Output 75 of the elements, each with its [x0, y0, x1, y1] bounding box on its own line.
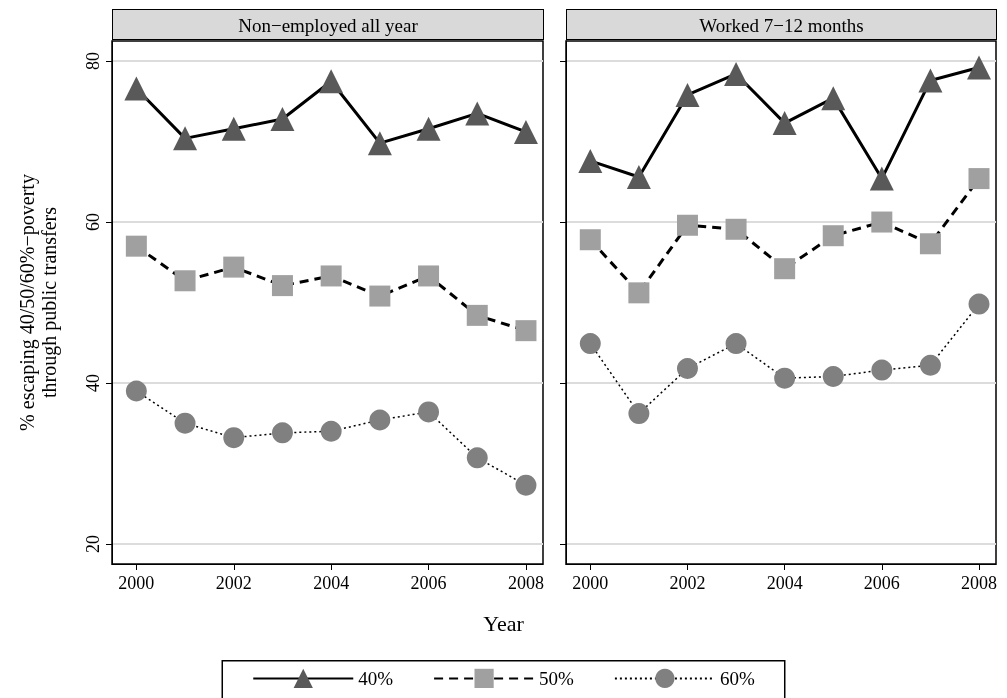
y-tick-label: 60 [83, 213, 103, 232]
x-tick-label: 2002 [669, 573, 706, 593]
legend-label: 50% [539, 667, 575, 689]
legend-label: 60% [719, 667, 755, 689]
point [271, 275, 293, 297]
point [774, 367, 796, 389]
point [676, 214, 698, 236]
point [515, 474, 537, 496]
point [223, 427, 245, 449]
point [124, 76, 149, 101]
point [628, 403, 650, 425]
point [270, 107, 295, 132]
x-tick-label: 2008 [960, 573, 997, 593]
x-tick-label: 2006 [410, 573, 447, 593]
point [221, 116, 246, 141]
x-tick-label: 2006 [863, 573, 900, 593]
point [579, 229, 601, 251]
x-tick-label: 2008 [507, 573, 544, 593]
x-tick-label: 2000 [118, 573, 155, 593]
point [821, 86, 846, 111]
point [125, 380, 147, 402]
point [871, 359, 893, 381]
point [578, 148, 603, 173]
point [676, 357, 698, 379]
point [223, 256, 245, 278]
point [173, 126, 198, 151]
point [724, 61, 749, 86]
point [822, 225, 844, 247]
point [125, 235, 147, 257]
point [918, 68, 943, 93]
y-tick-label: 40 [83, 373, 103, 392]
x-axis-title: Year [483, 610, 525, 636]
point [320, 420, 342, 442]
point [968, 168, 990, 190]
point [628, 282, 650, 304]
x-tick-label: 2004 [313, 573, 350, 593]
legend-label: 40% [358, 667, 394, 689]
chart-title: Worked 7−12 months [566, 9, 997, 40]
point [271, 422, 293, 444]
point [725, 333, 747, 355]
point [465, 101, 490, 126]
point [772, 111, 797, 136]
point [369, 285, 391, 307]
point [626, 164, 651, 189]
chart-title: Non−employed all year [112, 9, 544, 40]
point [319, 69, 344, 94]
point [416, 116, 441, 141]
point [174, 270, 196, 292]
point [174, 412, 196, 434]
point [822, 366, 844, 388]
x-tick-label: 2000 [572, 573, 609, 593]
point [466, 447, 488, 469]
y-tick-label: 80 [83, 52, 103, 71]
point [466, 304, 488, 326]
y-tick-label: 20 [83, 534, 103, 553]
point [418, 265, 440, 287]
point [871, 211, 893, 233]
point [579, 333, 601, 355]
point [966, 55, 991, 80]
point [675, 82, 700, 107]
point [968, 293, 990, 315]
point [515, 320, 537, 342]
point [725, 218, 747, 240]
x-tick-label: 2002 [215, 573, 252, 593]
point [418, 401, 440, 423]
point [369, 409, 391, 431]
point [320, 265, 342, 287]
point [919, 354, 941, 376]
x-tick-label: 2004 [766, 573, 803, 593]
point [513, 119, 538, 144]
point [869, 166, 894, 191]
point [919, 233, 941, 255]
y-axis-title: % escaping 40/50/60%−poverty through public transfers [16, 174, 61, 431]
point [367, 131, 392, 156]
point [774, 258, 796, 280]
